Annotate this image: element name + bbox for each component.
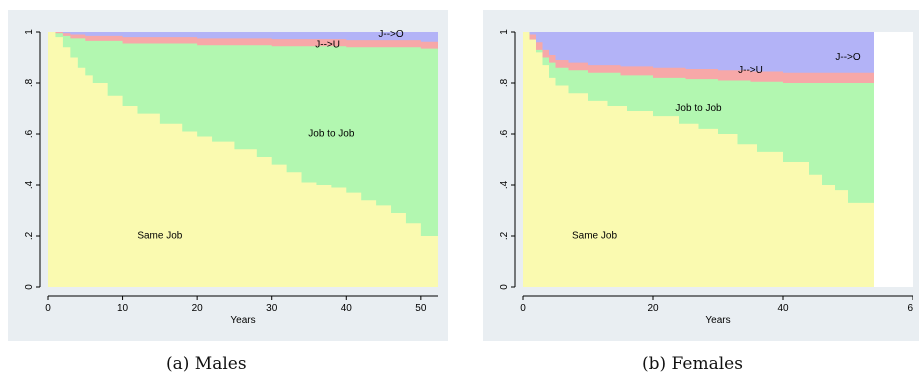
y-tick-label: .2	[24, 231, 35, 240]
x-axis-title: Years	[705, 315, 730, 326]
band-same-job	[523, 32, 874, 287]
y-tick-label: .6	[499, 129, 510, 138]
y-tick-label: 1	[499, 29, 510, 35]
band-same-job	[48, 32, 438, 287]
x-tick-label: 40	[341, 303, 353, 314]
y-tick-label: 1	[24, 29, 35, 35]
caption-males: (a) Males	[166, 354, 247, 374]
x-tick-label: 20	[192, 303, 204, 314]
x-tick-label: 50	[415, 303, 427, 314]
chart-panel-females: 0 .2 .4 .6 .8 1 0 20 40 60 Years J-->O J-->U Job to J…	[483, 10, 919, 341]
caption-females: (b) Females	[642, 354, 743, 374]
band-annotation-j-o: J-->O	[378, 29, 404, 40]
band-annotation-j-u: J-->U	[738, 65, 763, 76]
y-tick-label: .4	[24, 180, 35, 189]
band-annotation-j-u: J-->U	[315, 39, 340, 50]
x-tick-label: 0	[45, 303, 51, 314]
y-tick-label: .6	[24, 129, 35, 138]
y-tick-label: 0	[24, 284, 35, 290]
band-annotation-same-job: Same Job	[572, 231, 617, 242]
band-annotation-job-to-job: Job to Job	[675, 103, 722, 114]
y-tick-label: .2	[499, 231, 510, 240]
chart-svg-females: 0 .2 .4 .6 .8 1 0 20 40 60 Years J-->O J-->U Job to J…	[499, 29, 913, 326]
y-tick-label: .4	[499, 180, 510, 189]
y-tick-label: .8	[24, 78, 35, 87]
chart-panel-males: 0.2.4.6.8 1 0 10 20 30 40 50 Years J-->O J-->U Job …	[8, 10, 448, 341]
y-tick-label: .8	[499, 78, 510, 87]
x-tick-label: 60	[907, 303, 913, 314]
x-tick-label: 40	[777, 303, 789, 314]
x-tick-label: 20	[647, 303, 659, 314]
band-annotation-j-o: J-->O	[835, 52, 861, 63]
band-annotation-job-to-job: Job to Job	[308, 129, 355, 140]
x-tick-label: 10	[117, 303, 129, 314]
band-annotation-same-job: Same Job	[137, 231, 182, 242]
y-tick-label: 0	[499, 284, 510, 290]
x-tick-label: 30	[266, 303, 278, 314]
x-axis-title: Years	[230, 315, 255, 326]
x-tick-label: 0	[520, 303, 526, 314]
chart-svg-males: 0.2.4.6.810 10 20 30 40 50YearsJ-->OJ-->UJob …	[24, 29, 438, 326]
